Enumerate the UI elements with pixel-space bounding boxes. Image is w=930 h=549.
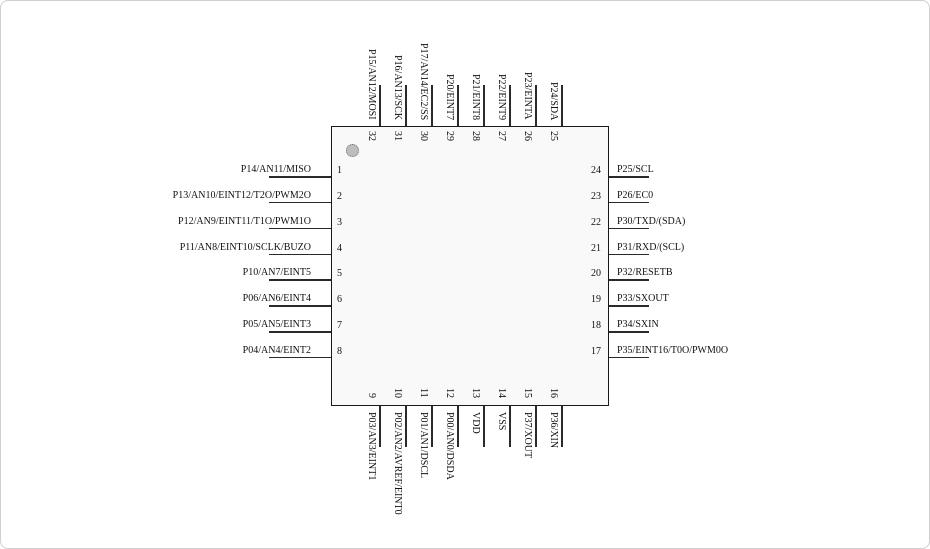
pin-label: P05/AN5/EINT3	[242, 319, 311, 331]
pin-number: 4	[337, 242, 342, 254]
pin-number: 16	[548, 388, 559, 398]
pin-lead-line	[535, 85, 537, 126]
pin-label: P35/EINT16/T0O/PWM0O	[617, 344, 729, 356]
pin-lead-line	[379, 406, 381, 447]
pin-lead-line	[509, 85, 511, 126]
pin-number: 17	[591, 345, 601, 357]
pin-lead-line	[269, 253, 331, 256]
pin-lead-line	[269, 356, 331, 359]
pin-label: P12/AN9/EINT11/T1O/PWM1O	[178, 215, 311, 227]
pin-number: 26	[522, 131, 533, 141]
pin-label: P16/AN13/SCK	[392, 54, 403, 120]
pin-number: 29	[444, 131, 455, 141]
pin-lead-line	[509, 406, 511, 447]
pin-lead-line	[609, 201, 649, 204]
pin-number: 12	[444, 388, 455, 398]
pin-lead-line	[483, 406, 485, 447]
pin-number: 15	[522, 388, 533, 398]
pin-number: 31	[392, 131, 403, 141]
pin-label: P36/XIN	[548, 412, 559, 449]
pin-label: P03/AN3/EINT1	[366, 412, 377, 481]
pin-lead-line	[457, 406, 459, 447]
pin-number: 8	[337, 345, 342, 357]
pin-label: P11/AN8/EINT10/SCLK/BUZO	[179, 241, 311, 253]
pin-label: VSS	[496, 412, 507, 431]
pin-number: 30	[418, 131, 429, 141]
pin-label: P15/AN12/MOSI	[366, 49, 377, 120]
pin-label: P01/AN1/DSCL	[418, 412, 429, 479]
pin-label: P10/AN7/EINT5	[242, 267, 311, 279]
pin-label: P21/EINT8	[470, 73, 481, 120]
pin-1-indicator-dot	[346, 144, 359, 157]
pin-label: P17/AN14/EC2/SS	[418, 42, 429, 120]
pin-number: 22	[591, 216, 601, 228]
pin-lead-line	[379, 85, 381, 126]
pin-label: P22/EINT9	[496, 73, 507, 120]
pin-number: 1	[337, 165, 342, 176]
pin-number: 25	[548, 131, 559, 141]
pin-label: P23/EINTA	[522, 72, 533, 120]
chip-body	[331, 126, 609, 406]
pin-lead-line	[609, 356, 649, 359]
pin-number: 3	[337, 216, 342, 228]
pin-number: 5	[337, 268, 342, 280]
pin-label: P33/SXOUT	[617, 293, 669, 305]
pin-lead-line	[269, 176, 331, 178]
pin-number: 18	[591, 320, 601, 332]
pin-lead-line	[269, 305, 331, 307]
pin-label: P25/SCL	[617, 164, 654, 175]
pin-number: 28	[470, 131, 481, 141]
pin-lead-line	[269, 279, 331, 281]
pin-number: 13	[470, 388, 481, 398]
pin-lead-line	[483, 85, 485, 126]
pin-label: P34/SXIN	[617, 319, 659, 331]
pin-number: 20	[591, 268, 601, 280]
pin-lead-line	[535, 406, 537, 447]
pin-number: 21	[591, 242, 601, 254]
pin-lead-line	[405, 85, 407, 126]
pin-label: P14/AN11/MISO	[240, 164, 311, 175]
pin-number: 32	[366, 131, 377, 141]
pin-number: 24	[591, 165, 601, 176]
pin-number: 2	[337, 190, 342, 202]
pin-lead-line	[269, 331, 331, 333]
pin-label: P13/AN10/EINT12/T2O/PWM2O	[172, 189, 311, 201]
pin-label: P02/AN2/AVREF/EINT0	[392, 412, 403, 515]
pin-lead-line	[431, 85, 433, 126]
pin-number: 19	[591, 294, 601, 306]
pin-lead-line	[609, 305, 649, 307]
pin-label: P24/SDA	[548, 81, 559, 120]
pin-lead-line	[431, 406, 433, 447]
pin-label: P26/EC0	[617, 189, 654, 201]
pin-label: P06/AN6/EINT4	[242, 293, 311, 305]
pin-number: 9	[366, 393, 377, 398]
pin-label: P37/XOUT	[522, 412, 533, 459]
pin-lead-line	[609, 227, 649, 230]
pin-label: P30/TXD/(SDA)	[617, 215, 686, 227]
pin-number: 23	[591, 190, 601, 202]
pin-lead-line	[609, 253, 649, 256]
pin-number: 11	[418, 388, 429, 398]
pin-lead-line	[269, 227, 331, 230]
pin-number: 14	[496, 388, 507, 398]
pin-number: 6	[337, 294, 342, 306]
pin-number: 7	[337, 320, 342, 332]
pin-label: P32/RESETB	[617, 267, 673, 279]
pin-lead-line	[561, 85, 563, 126]
pin-label: P04/AN4/EINT2	[242, 344, 311, 356]
pin-label: P20/EINT7	[444, 73, 455, 120]
pin-lead-line	[609, 176, 649, 178]
pin-lead-line	[457, 85, 459, 126]
pin-lead-line	[609, 331, 649, 333]
pin-label: VDD	[470, 412, 481, 434]
pin-number: 27	[496, 131, 507, 141]
pin-number: 10	[392, 388, 403, 398]
pin-label: P31/RXD/(SCL)	[617, 241, 685, 253]
pin-lead-line	[609, 279, 649, 281]
pin-lead-line	[269, 201, 331, 204]
pin-lead-line	[405, 406, 407, 447]
pin-label: P00/AN0/DSDA	[444, 412, 455, 480]
pin-lead-line	[561, 406, 563, 447]
